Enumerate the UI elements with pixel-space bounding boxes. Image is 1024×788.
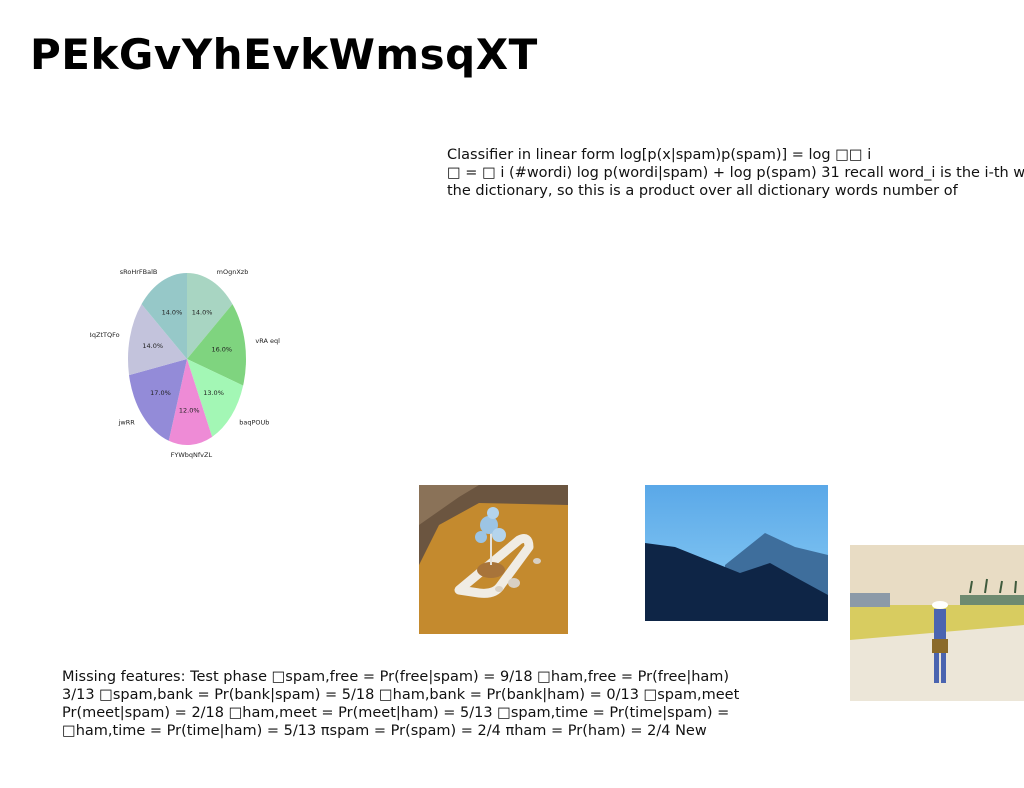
pie-chart-svg: 14.0% mOgnXzb 16.0% vRA eql 13.0% baqPOUb 12.0…	[87, 268, 280, 459]
pie-pct-label: 16.0%	[211, 345, 232, 353]
pie-category-label: BqZtTQFo	[90, 331, 120, 339]
paragraph-line: □ham,time = Pr(time|ham) = 5/13 πspam = …	[62, 723, 707, 739]
pie-slice-jwRR	[129, 359, 187, 441]
paragraph-line: Missing features: Test phase □spam,free …	[62, 669, 730, 685]
pie-chart: 14.0% mOgnXzb 16.0% vRA eql 13.0% baqPOUb 12.0…	[87, 262, 280, 462]
paragraph-line: Classifier in linear form log[p(x|spam)p…	[447, 147, 872, 163]
paragraph-line: the dictionary, so this is a product ove…	[447, 183, 958, 199]
page-title: PEkGvYhEvkWmsqXT	[30, 30, 538, 79]
sculpture-image	[419, 485, 568, 634]
missing-features-paragraph: Missing features: Test phase □spam,free …	[62, 668, 739, 740]
mountain-photo	[645, 485, 828, 621]
pie-pct-label: 12.0%	[179, 406, 200, 414]
mountain-image	[645, 485, 828, 621]
pie-category-label: baqPOUb	[239, 419, 269, 427]
beach-photo	[850, 545, 1024, 701]
pie-slice-mOgnXzb	[187, 273, 233, 359]
pie-slice-BqZtTQFo	[128, 304, 187, 376]
pie-category-label: sRoHrFBalB	[120, 268, 158, 276]
paragraph-line: 3/13 □spam,bank = Pr(bank|spam) = 5/18 □…	[62, 687, 740, 703]
pie-category-label: mOgnXzb	[217, 268, 249, 276]
pie-slice-vRA eql	[187, 304, 246, 386]
pie-pct-label: 14.0%	[142, 342, 163, 350]
pie-pct-label: 17.0%	[150, 389, 171, 397]
paragraph-line: □ = □ i (#wordi) log p(wordi|spam) + log…	[447, 165, 1024, 181]
pie-slice-sRoHrFBalB	[141, 273, 187, 359]
pie-category-label: FYWbqNfvZL	[171, 451, 213, 459]
pie-category-label: vRA eql	[255, 337, 280, 345]
pie-pct-label: 13.0%	[203, 389, 224, 397]
pie-category-label: jwRR	[118, 419, 136, 427]
classifier-paragraph: Classifier in linear form log[p(x|spam)p…	[447, 146, 1024, 200]
pie-pct-label: 14.0%	[162, 308, 183, 316]
pie-slice-baqPOUb	[187, 359, 244, 437]
sculpture-photo	[419, 485, 568, 634]
paragraph-line: Pr(meet|spam) = 2/18 □ham,meet = Pr(meet…	[62, 705, 730, 721]
pie-slice-FYWbqNfvZL	[168, 359, 213, 445]
beach-image	[850, 545, 1024, 701]
pie-pct-label: 14.0%	[192, 308, 213, 316]
